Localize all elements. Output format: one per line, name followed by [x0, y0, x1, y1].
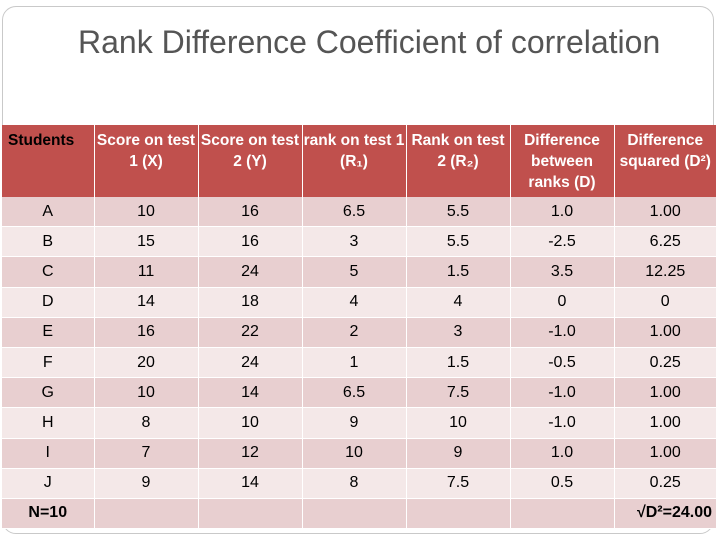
cell-rank-difference: -2.5	[510, 226, 615, 258]
header-score-test-1: Score on test 1 (X)	[94, 125, 199, 197]
cell-rank-test-2: 7.5	[406, 377, 511, 409]
cell-rank-test-1: 2	[302, 317, 407, 348]
slide-title: Rank Difference Coefficient of correlati…	[78, 24, 661, 60]
cell-difference-squared: 0.25	[614, 468, 716, 499]
cell-score-test-1: 14	[94, 287, 199, 318]
cell-rank-test-2: 9	[406, 438, 511, 469]
cell-rank-test-2: 1.5	[406, 256, 511, 288]
cell-score-test-1: 16	[94, 317, 199, 348]
cell-rank-difference: 3.5	[510, 256, 615, 288]
cell-student: B	[2, 226, 95, 258]
cell-score-test-1: 9	[94, 468, 199, 499]
cell-score-test-2: 14	[198, 377, 303, 409]
cell-score-test-2: 16	[198, 226, 303, 258]
empty-cell	[510, 498, 615, 530]
cell-student: E	[2, 317, 95, 348]
table-row: H 8 10 9 10 -1.0 1.00	[2, 407, 716, 439]
cell-score-test-2: 16	[198, 197, 303, 228]
cell-score-test-1: 20	[94, 347, 199, 379]
cell-student: A	[2, 197, 95, 228]
table-row: E 16 22 2 3 -1.0 1.00	[2, 317, 716, 348]
cell-difference-squared: 12.25	[614, 256, 716, 288]
header-score-test-2: Score on test 2 (Y)	[198, 125, 303, 197]
cell-rank-difference: 1.0	[510, 438, 615, 469]
cell-score-test-2: 10	[198, 407, 303, 439]
table-row: A 10 16 6.5 5.5 1.0 1.00	[2, 197, 716, 228]
cell-rank-test-1: 9	[302, 407, 407, 439]
cell-difference-squared: 1.00	[614, 438, 716, 469]
header-difference-squared: Difference squared (D²)	[614, 125, 716, 197]
empty-cell	[198, 498, 303, 530]
cell-rank-test-2: 1.5	[406, 347, 511, 379]
table-total-row: N=10 √D²=24.00	[2, 498, 716, 530]
cell-rank-test-1: 3	[302, 226, 407, 258]
header-rank-test-2: Rank on test 2 (R₂)	[406, 125, 511, 197]
header-students: Students	[2, 125, 95, 197]
cell-rank-difference: -1.0	[510, 407, 615, 439]
table-row: G 10 14 6.5 7.5 -1.0 1.00	[2, 377, 716, 409]
cell-rank-test-2: 5.5	[406, 197, 511, 228]
cell-rank-test-2: 10	[406, 407, 511, 439]
cell-difference-squared: 6.25	[614, 226, 716, 258]
cell-student: D	[2, 287, 95, 318]
table-row: J 9 14 8 7.5 0.5 0.25	[2, 468, 716, 499]
cell-rank-test-2: 3	[406, 317, 511, 348]
cell-score-test-1: 8	[94, 407, 199, 439]
cell-difference-squared: 0.25	[614, 347, 716, 379]
cell-rank-difference: 1.0	[510, 197, 615, 228]
cell-difference-squared: 1.00	[614, 197, 716, 228]
cell-rank-test-1: 4	[302, 287, 407, 318]
cell-student: J	[2, 468, 95, 499]
cell-score-test-1: 11	[94, 256, 199, 288]
table-row: C 11 24 5 1.5 3.5 12.25	[2, 256, 716, 288]
cell-rank-test-1: 6.5	[302, 377, 407, 409]
cell-score-test-1: 7	[94, 438, 199, 469]
header-rank-test-1: rank on test 1 (R₁)	[302, 125, 407, 197]
cell-difference-squared: 0	[614, 287, 716, 318]
table-header-row: Students Score on test 1 (X) Score on te…	[2, 125, 716, 197]
cell-score-test-2: 24	[198, 256, 303, 288]
cell-score-test-2: 18	[198, 287, 303, 318]
cell-rank-difference: 0.5	[510, 468, 615, 499]
cell-rank-difference: -1.0	[510, 377, 615, 409]
cell-student: F	[2, 347, 95, 379]
sum-d-squared: √D²=24.00	[614, 498, 716, 530]
cell-score-test-2: 22	[198, 317, 303, 348]
cell-rank-test-2: 4	[406, 287, 511, 318]
table-row: F 20 24 1 1.5 -0.5 0.25	[2, 347, 716, 379]
cell-student: I	[2, 438, 95, 469]
header-rank-difference: Difference between ranks (D)	[510, 125, 615, 197]
cell-difference-squared: 1.00	[614, 377, 716, 409]
cell-rank-test-1: 10	[302, 438, 407, 469]
cell-rank-difference: 0	[510, 287, 615, 318]
empty-cell	[302, 498, 407, 530]
cell-score-test-2: 12	[198, 438, 303, 469]
cell-score-test-2: 14	[198, 468, 303, 499]
n-count-label: N=10	[2, 498, 95, 530]
cell-score-test-1: 15	[94, 226, 199, 258]
cell-score-test-1: 10	[94, 377, 199, 409]
cell-rank-test-1: 1	[302, 347, 407, 379]
table-row: D 14 18 4 4 0 0	[2, 287, 716, 318]
empty-cell	[94, 498, 199, 530]
table-row: B 15 16 3 5.5 -2.5 6.25	[2, 226, 716, 258]
cell-rank-test-2: 7.5	[406, 468, 511, 499]
cell-score-test-2: 24	[198, 347, 303, 379]
empty-cell	[406, 498, 511, 530]
cell-rank-difference: -1.0	[510, 317, 615, 348]
table-row: I 7 12 10 9 1.0 1.00	[2, 438, 716, 469]
cell-rank-test-1: 5	[302, 256, 407, 288]
cell-score-test-1: 10	[94, 197, 199, 228]
cell-rank-test-1: 6.5	[302, 197, 407, 228]
rank-correlation-table: Students Score on test 1 (X) Score on te…	[2, 125, 716, 530]
cell-rank-test-1: 8	[302, 468, 407, 499]
cell-rank-difference: -0.5	[510, 347, 615, 379]
cell-rank-test-2: 5.5	[406, 226, 511, 258]
cell-student: G	[2, 377, 95, 409]
cell-student: C	[2, 256, 95, 288]
cell-difference-squared: 1.00	[614, 317, 716, 348]
cell-difference-squared: 1.00	[614, 407, 716, 439]
cell-student: H	[2, 407, 95, 439]
